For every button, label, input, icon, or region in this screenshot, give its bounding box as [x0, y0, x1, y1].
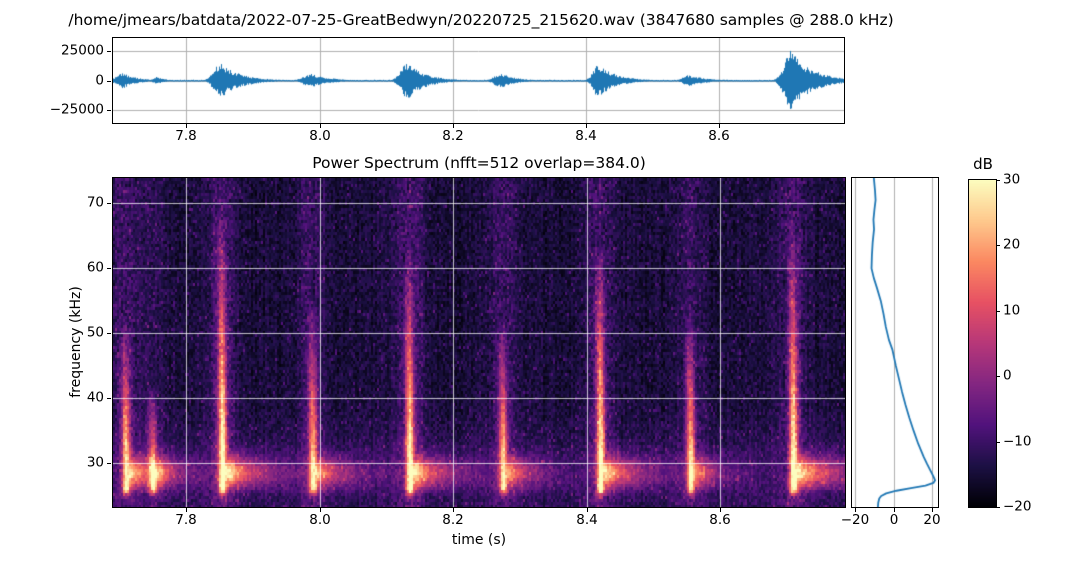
spec-y-tick-label: 40: [86, 389, 104, 406]
power-profile-axes: [851, 177, 939, 508]
spec-y-tick-label: 70: [86, 194, 104, 211]
waveform-axes: [112, 37, 845, 124]
wave-x-tick-label: 8.6: [708, 128, 730, 144]
colorbar-tick-label: 10: [1003, 302, 1021, 319]
wave-x-tick-label: 7.8: [175, 128, 197, 144]
spectrogram-title: Power Spectrum (nfft=512 overlap=384.0): [312, 154, 646, 172]
colorbar-tick-label: 30: [1003, 171, 1021, 188]
frequency-axis-label: frequency (kHz): [68, 286, 84, 398]
wave-x-tick: [453, 124, 454, 128]
wave-y-tick-label: 0: [95, 72, 104, 89]
spectrogram-axes: [112, 177, 846, 508]
wave-x-tick: [719, 124, 720, 128]
wave-y-tick-label: −25000: [49, 101, 104, 118]
waveform-plot: [113, 38, 844, 123]
spec-y-tick-label: 30: [86, 454, 104, 471]
wave-x-tick: [586, 124, 587, 128]
spec-x-tick: [720, 508, 721, 512]
spec-x-tick: [587, 508, 588, 512]
colorbar-frame: [968, 179, 997, 508]
figure-title: /home/jmears/batdata/2022-07-25-GreatBed…: [68, 11, 894, 29]
spec-y-tick: [107, 268, 111, 269]
wave-x-tick-label: 8.4: [575, 128, 597, 144]
profile-x-tick: [855, 508, 856, 512]
power-profile-plot: [852, 178, 938, 507]
wave-y-tick: [107, 51, 111, 52]
profile-x-tick-label: −20: [840, 512, 870, 528]
profile-x-tick-label: 0: [889, 512, 899, 528]
spec-y-tick: [107, 463, 111, 464]
spec-y-tick: [107, 203, 111, 204]
colorbar-label: dB: [973, 155, 993, 173]
wave-y-tick: [107, 81, 111, 82]
spec-y-tick: [107, 398, 111, 399]
colorbar-tick-label: −10: [1003, 433, 1032, 450]
colorbar: [969, 180, 996, 507]
wave-x-tick-label: 8.2: [442, 128, 464, 144]
spec-x-tick: [453, 508, 454, 512]
spec-x-tick: [186, 508, 187, 512]
wave-x-tick: [186, 124, 187, 128]
time-axis-label: time (s): [451, 532, 507, 548]
profile-x-tick-label: 20: [923, 512, 941, 528]
spec-x-tick-label: 8.4: [576, 512, 598, 528]
spectrogram-image: [113, 178, 845, 507]
wave-x-tick: [320, 124, 321, 128]
wave-y-tick: [107, 110, 111, 111]
spec-x-tick-label: 8.6: [709, 512, 731, 528]
wave-y-tick-label: 25000: [61, 42, 104, 59]
wave-x-tick-label: 8.0: [309, 128, 331, 144]
colorbar-tick-label: 0: [1003, 367, 1012, 384]
spec-y-tick: [107, 333, 111, 334]
profile-x-tick: [932, 508, 933, 512]
spec-y-tick-label: 50: [86, 324, 104, 341]
spec-x-tick-label: 7.8: [175, 512, 197, 528]
spec-x-tick: [320, 508, 321, 512]
spec-y-tick-label: 60: [86, 259, 104, 276]
spec-x-tick-label: 8.2: [442, 512, 464, 528]
profile-x-tick: [894, 508, 895, 512]
colorbar-tick-label: −20: [1003, 498, 1032, 515]
colorbar-tick-label: 20: [1003, 236, 1021, 253]
spec-x-tick-label: 8.0: [309, 512, 331, 528]
